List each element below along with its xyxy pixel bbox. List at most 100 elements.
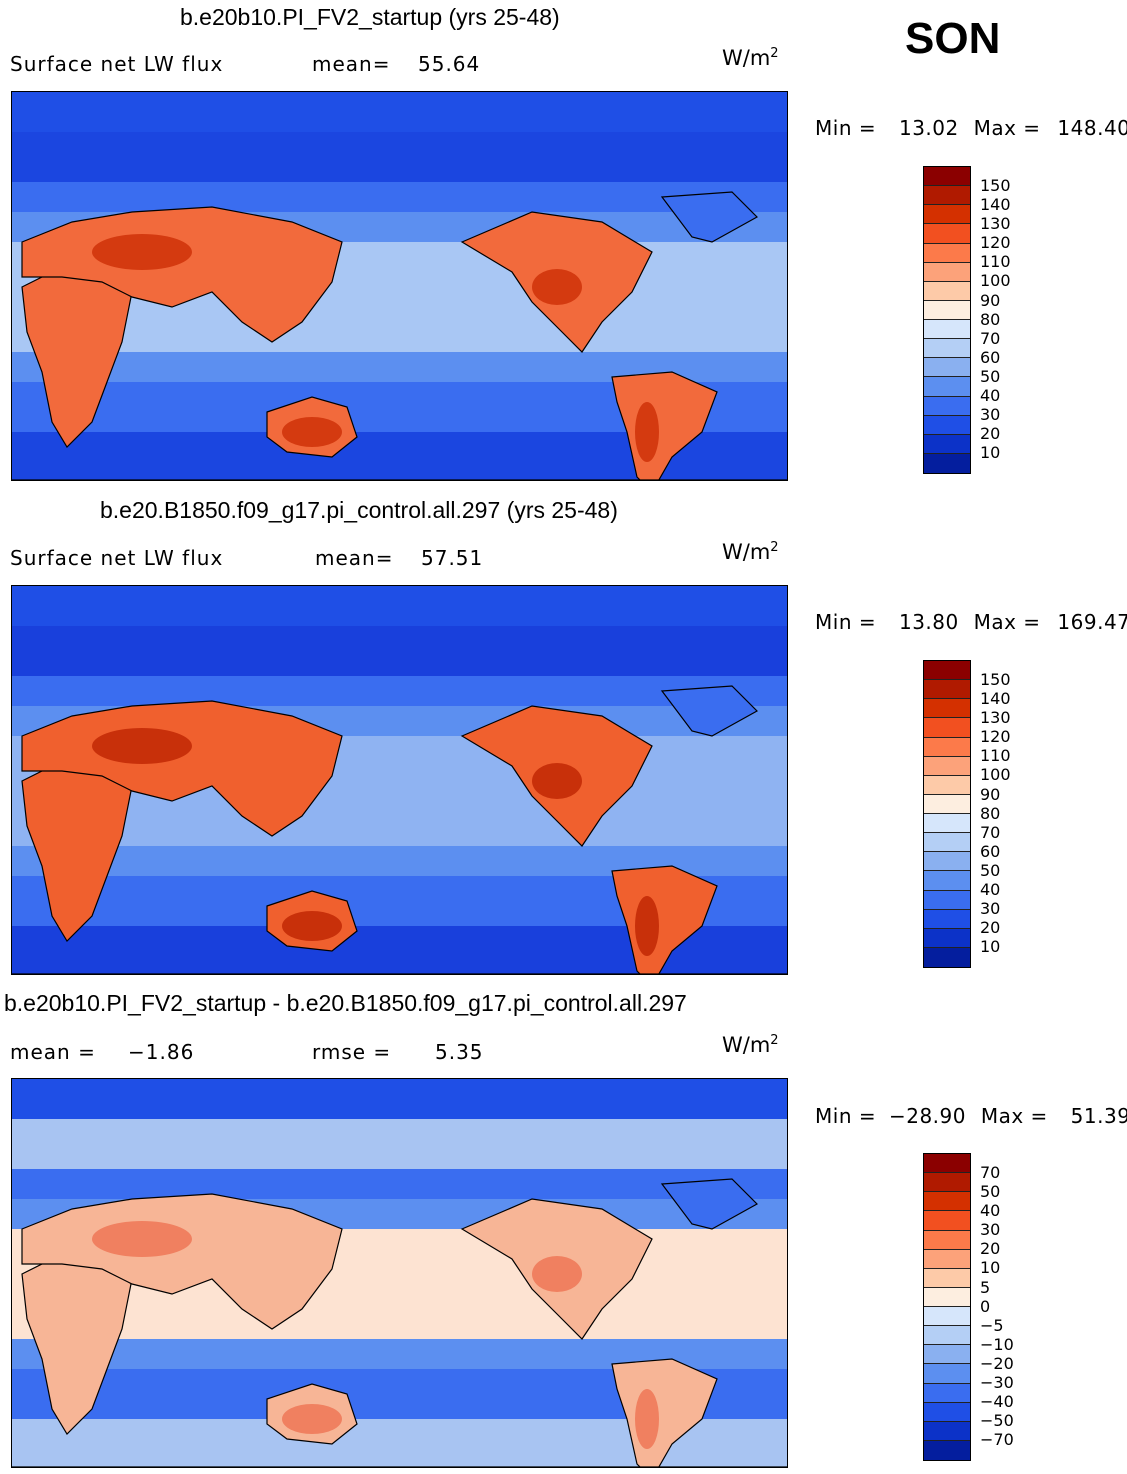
panel-3-rmse-label: rmse = [312,1040,392,1064]
panel-2-colorbar [923,660,971,968]
colorbar-swatch [924,775,970,795]
panel-1-units: W/m2 [722,46,779,70]
panel-1-min-value: 13.02 [898,116,959,140]
panel-2-mean-label: mean= [315,546,394,570]
colorbar-tick-label: 100 [980,765,1011,785]
panel-1-colorbar [923,166,971,474]
colorbar-swatch [924,281,970,301]
panel-2-mean-value: 57.51 [421,546,484,570]
colorbar-tick-label: 150 [980,670,1011,689]
panel-3-colorbar [923,1153,971,1461]
colorbar-tick-label: 80 [980,309,1001,329]
panel-2-min-label: Min = [815,610,877,634]
colorbar-swatch [924,1421,970,1441]
panel-2-map [11,585,788,975]
colorbar-swatch [924,243,970,263]
colorbar-tick-label: 150 [980,176,1011,195]
colorbar-swatch [924,1230,970,1250]
panel-3-min-label: Min = [815,1104,877,1128]
colorbar-tick-label: 40 [980,880,1001,900]
panel-3-rmse-value: 5.35 [435,1040,484,1064]
colorbar-tick-label: 110 [980,252,1011,272]
panel-1-min-label: Min = [815,116,877,140]
colorbar-swatch [924,928,970,948]
colorbar-tick-label: 60 [980,841,1001,861]
colorbar-swatch [924,167,970,187]
panel-1-mean-label: mean= [312,52,391,76]
colorbar-swatch [924,377,970,397]
colorbar-tick-label: 30 [980,405,1001,425]
colorbar-swatch [924,1402,970,1422]
colorbar-tick-label: 140 [980,195,1011,215]
colorbar-swatch [924,1383,970,1403]
colorbar-tick-label: 10 [980,1258,1001,1278]
colorbar-tick-label: 10 [980,443,1001,463]
colorbar-tick-label: −10 [980,1334,1014,1354]
colorbar-swatch [924,358,970,378]
colorbar-tick-label: 10 [980,937,1001,957]
colorbar-tick-label: 20 [980,1239,1001,1259]
colorbar-swatch [924,339,970,359]
colorbar-swatch [924,1287,970,1307]
panel-3-map [11,1078,788,1468]
colorbar-tick-label: 120 [980,727,1011,747]
colorbar-tick-label: 30 [980,1220,1001,1240]
panel-1-title: b.e20b10.PI_FV2_startup (yrs 25-48) [180,4,560,30]
colorbar-swatch [924,224,970,244]
colorbar-tick-label: 0 [980,1296,991,1316]
season-label: SON [905,14,1001,63]
colorbar-swatch [924,1307,970,1327]
colorbar-swatch [924,186,970,206]
colorbar-tick-label: 80 [980,803,1001,823]
colorbar-swatch [924,680,970,700]
colorbar-swatch [924,871,970,891]
map-field [12,586,787,974]
panel-3-max-value: 51.39 [1070,1104,1127,1128]
colorbar-swatch [924,205,970,225]
colorbar-tick-label: 110 [980,746,1011,766]
panel-3-units: W/m2 [722,1033,779,1057]
panel-2-variable-label: Surface net LW flux [10,546,224,570]
colorbar-swatch [924,1364,970,1384]
colorbar-tick-label: 40 [980,1201,1001,1221]
colorbar-swatch [924,396,970,416]
panel-1-minmax: Min = 13.02 Max = 148.40 [815,116,1127,140]
panel-1-mean-value: 55.64 [418,52,481,76]
colorbar-swatch [924,1192,970,1212]
colorbar-swatch [924,661,970,681]
panel-2-colorbar-labels: 150 140 130 120 110 100 90 80 70 60 50 40 30 20 10 [980,670,1011,956]
colorbar-tick-label: 90 [980,784,1001,804]
colorbar-tick-label: 5 [980,1277,991,1297]
colorbar-tick-label: 50 [980,366,1001,386]
colorbar-swatch [924,453,970,473]
colorbar-swatch [924,1154,970,1174]
panel-2-max-value: 169.47 [1057,610,1127,634]
colorbar-tick-label: 100 [980,271,1011,291]
colorbar-swatch [924,909,970,929]
colorbar-tick-label: 130 [980,214,1011,234]
colorbar-tick-label: 70 [980,1163,1001,1182]
panel-1-map [11,91,788,481]
panel-3-colorbar-labels: 70 50 40 30 20 10 5 0 −5 −10 −20 −30 −40 −50 −70 [980,1163,1014,1449]
colorbar-swatch [924,756,970,776]
panel-3-minmax: Min = −28.90 Max = 51.39 [815,1104,1127,1128]
panel-1-max-value: 148.40 [1057,116,1127,140]
colorbar-tick-label: 50 [980,1182,1001,1202]
colorbar-swatch [924,262,970,282]
map-field [12,1079,787,1467]
colorbar-tick-label: 40 [980,386,1001,406]
colorbar-swatch [924,415,970,435]
map-field [12,92,787,480]
colorbar-tick-label: 20 [980,918,1001,938]
colorbar-swatch [924,833,970,853]
colorbar-swatch [924,794,970,814]
colorbar-swatch [924,1326,970,1346]
colorbar-swatch [924,1249,970,1269]
colorbar-swatch [924,890,970,910]
colorbar-swatch [924,718,970,738]
colorbar-swatch [924,947,970,967]
colorbar-swatch [924,852,970,872]
panel-2-max-label: Max = [973,610,1041,634]
colorbar-tick-label: 70 [980,822,1001,842]
panel-1-colorbar-labels: 150 140 130 120 110 100 90 80 70 60 50 40 30 20 10 [980,176,1011,462]
